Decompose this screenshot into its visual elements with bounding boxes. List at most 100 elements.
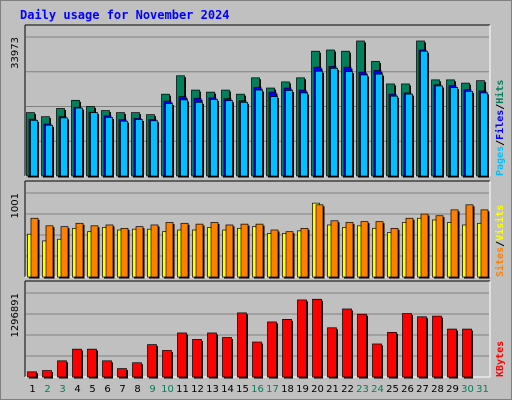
bar-kbytes-day-12-fill <box>192 339 202 378</box>
day-label-17: 17 <box>266 384 279 395</box>
bar-pages-day-18-fill <box>285 90 293 177</box>
day-label-28: 28 <box>431 384 444 395</box>
bar-sites-day-15 <box>240 223 250 279</box>
bar-pages-day-29-fill <box>450 87 458 177</box>
day-label-31: 31 <box>476 384 489 395</box>
bar-kbytes-day-23 <box>357 313 368 379</box>
day-label-16: 16 <box>251 384 264 395</box>
bar-sites-day-10-fill <box>165 222 174 278</box>
bar-kbytes-day-11 <box>177 332 188 379</box>
bar-sites-day-18-fill <box>285 231 294 278</box>
bar-pages-day-23 <box>360 74 369 178</box>
bar-sites-day-24-fill <box>375 221 384 278</box>
bar-kbytes-day-21 <box>327 327 338 379</box>
bar-sites-day-9-fill <box>150 224 159 278</box>
day-label-27: 27 <box>416 384 429 395</box>
bar-sites-day-19 <box>300 227 310 279</box>
bar-pages-day-28-fill <box>435 85 443 177</box>
label-visits: Visits <box>494 205 506 241</box>
bar-kbytes-day-14-fill <box>222 337 232 378</box>
bar-pages-day-11-fill <box>180 99 188 177</box>
bar-pages-day-9-fill <box>150 120 158 177</box>
bar-sites-day-6-fill <box>105 224 114 278</box>
bar-sites-day-4 <box>75 222 85 279</box>
bar-kbytes-day-30 <box>462 328 473 379</box>
bar-pages-day-5 <box>90 112 99 178</box>
bar-pages-day-31-fill <box>480 92 488 177</box>
bar-sites-day-2-fill <box>45 225 54 278</box>
bar-pages-day-1 <box>30 120 39 178</box>
day-label-11: 11 <box>176 384 189 395</box>
bar-sites-day-23 <box>360 221 370 279</box>
bar-pages-day-4 <box>75 107 84 178</box>
bar-sites-day-4-fill <box>75 222 84 278</box>
bar-kbytes-day-19-fill <box>297 299 307 378</box>
bar-pages-day-8 <box>135 119 144 178</box>
bar-pages-day-15 <box>240 102 249 178</box>
y-axis-label-bottom: KBytes <box>495 341 506 377</box>
bar-sites-day-27 <box>420 213 430 279</box>
bar-sites-day-28-fill <box>435 215 444 278</box>
day-label-5: 5 <box>89 384 95 395</box>
bar-kbytes-day-18-fill <box>282 319 292 378</box>
bar-pages-day-25 <box>390 95 399 178</box>
bar-kbytes-day-24-fill <box>372 343 382 378</box>
day-label-10: 10 <box>161 384 174 395</box>
bar-sites-day-3-fill <box>60 226 69 278</box>
bar-pages-day-24-fill <box>375 73 383 177</box>
bar-pages-day-7 <box>120 120 129 178</box>
bar-kbytes-day-26 <box>402 313 413 379</box>
bar-kbytes-day-5-fill <box>87 348 97 378</box>
bar-sites-day-12 <box>195 223 205 279</box>
bar-pages-day-1-fill <box>30 120 38 177</box>
bar-sites-day-7-fill <box>120 227 129 278</box>
day-label-30: 30 <box>461 384 474 395</box>
bar-kbytes-day-9 <box>147 344 158 379</box>
day-label-13: 13 <box>206 384 219 395</box>
bar-sites-day-28 <box>435 215 445 279</box>
bar-kbytes-day-26-fill <box>402 313 412 378</box>
bar-sites-day-8 <box>135 226 145 279</box>
bar-kbytes-day-11-fill <box>177 332 187 378</box>
bar-sites-day-15-fill <box>240 223 249 278</box>
bar-sites-day-27-fill <box>420 213 429 278</box>
bar-kbytes-day-28-fill <box>432 315 442 378</box>
bar-pages-day-26 <box>405 93 414 178</box>
bar-pages-day-10-fill <box>165 103 173 177</box>
bar-sites-day-20-fill <box>315 204 324 278</box>
bar-kbytes-day-4 <box>72 348 83 379</box>
day-label-4: 4 <box>74 384 80 395</box>
bar-kbytes-day-16-fill <box>252 341 262 378</box>
day-label-14: 14 <box>221 384 234 395</box>
bar-sites-day-21-fill <box>330 220 339 278</box>
bar-pages-day-27-fill <box>420 50 428 177</box>
bar-sites-day-14 <box>225 224 235 279</box>
bar-kbytes-day-28 <box>432 315 443 379</box>
bar-pages-day-27 <box>420 50 429 178</box>
bar-sites-day-12-fill <box>195 223 204 278</box>
bar-pages-day-26-fill <box>405 93 413 177</box>
bar-kbytes-day-16 <box>252 341 263 379</box>
bar-kbytes-day-24 <box>372 343 383 379</box>
bar-sites-day-30-fill <box>465 204 474 278</box>
bar-kbytes-day-3-fill <box>57 360 67 378</box>
bar-sites-day-13-fill <box>210 222 219 278</box>
bar-pages-day-15-fill <box>240 102 248 177</box>
bar-pages-day-12 <box>195 102 204 178</box>
bar-kbytes-day-4-fill <box>72 348 82 378</box>
bar-sites-day-23-fill <box>360 221 369 278</box>
y-axis-label-middle: Sites/Visits <box>494 205 506 277</box>
bar-kbytes-day-8-fill <box>132 362 142 378</box>
bar-kbytes-day-3 <box>57 360 68 379</box>
bar-sites-day-26-fill <box>405 217 414 278</box>
bar-sites-day-3 <box>60 226 70 279</box>
day-label-21: 21 <box>326 384 339 395</box>
bar-pages-day-13 <box>210 99 219 178</box>
bar-sites-day-11-fill <box>180 222 189 278</box>
bar-kbytes-day-17 <box>267 321 278 379</box>
label-hits: Hits <box>494 80 506 104</box>
bar-sites-day-17-fill <box>270 229 279 278</box>
bar-pages-day-14 <box>225 100 234 178</box>
bar-sites-day-2 <box>45 225 55 279</box>
